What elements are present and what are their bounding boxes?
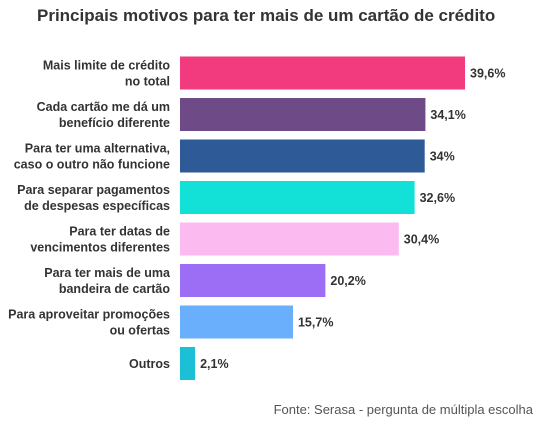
category-label-2: Para ter uma alternativa, caso o outro nã… [14,142,170,172]
category-label-3: Para separar pagamentos de despesas espec… [17,183,170,213]
value-label-2: 34% [430,150,455,164]
value-label-5: 20,2% [330,274,365,288]
bar-4 [180,222,399,256]
value-label-7: 2,1% [200,357,229,371]
category-label-0: Mais limite de crédito no total [43,59,170,89]
value-label-6: 15,7% [298,316,333,330]
category-label-5: Para ter mais de uma bandeira de cartão [44,266,171,296]
category-label-7: Outros [129,357,170,371]
category-label-1: Cada cartão me dá um benefício diferente [37,100,170,130]
chart-title: Principais motivos para ter mais de um c… [37,6,496,25]
bar-3 [180,181,415,214]
value-label-1: 34,1% [430,108,465,122]
bar-7 [180,347,196,380]
bar-1 [180,98,426,131]
bar-6 [180,305,293,339]
value-label-0: 39,6% [470,67,505,81]
bar-5 [180,264,326,297]
value-label-3: 32,6% [420,191,455,205]
bar-0 [180,56,465,90]
source-note: Fonte: Serasa - pergunta de múltipla esc… [273,402,533,417]
category-label-6: Para aproveitar promoções ou ofertas [8,308,170,338]
bars-layer: 39,6% Mais limite de crédito no total 34,1%… [8,56,505,380]
value-label-4: 30,4% [404,233,439,247]
category-label-4: Para ter datas de vencimentos diferentes [30,225,170,255]
bar-2 [180,139,425,173]
